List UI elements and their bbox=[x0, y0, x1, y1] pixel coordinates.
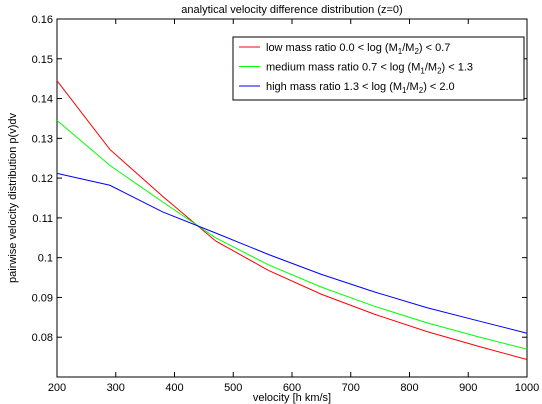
y-tick-label: 0.15 bbox=[32, 54, 53, 66]
legend-text-part: low mass ratio 0.0 < log (M bbox=[266, 42, 398, 54]
x-tick-label: 800 bbox=[400, 382, 418, 394]
x-tick-label: 900 bbox=[459, 382, 477, 394]
legend-text-part: /M bbox=[402, 42, 414, 54]
axis-ticks: 200 300 400 500 600 700 800 900 1000 0.08 0.09 0.1 0… bbox=[32, 14, 540, 394]
x-tick-label: 1000 bbox=[515, 382, 539, 394]
legend-text-part: high mass ratio 1.3 < log (M bbox=[266, 81, 402, 93]
legend-text-part: 1 bbox=[402, 86, 407, 95]
legend: low mass ratio 0.0 < log (M1/M2) < 0.7me… bbox=[232, 36, 525, 101]
series-line-2 bbox=[56, 172, 528, 334]
legend-text-part: medium mass ratio 0.7 < log (M bbox=[266, 62, 420, 74]
y-tick-label: 0.11 bbox=[32, 213, 53, 225]
legend-text-part: ) < 0.7 bbox=[419, 42, 451, 54]
legend-text-part: 2 bbox=[414, 47, 419, 56]
legend-entry-0: low mass ratio 0.0 < log (M1/M2) < 0.7 bbox=[266, 42, 450, 56]
y-tick-label: 0.13 bbox=[32, 133, 53, 145]
series-line-1 bbox=[56, 120, 528, 350]
x-tick-label: 500 bbox=[224, 382, 242, 394]
y-tick-label: 0.08 bbox=[32, 332, 53, 344]
legend-text-part: 1 bbox=[398, 47, 403, 56]
y-tick-label: 0.14 bbox=[32, 94, 53, 106]
x-tick-label: 400 bbox=[165, 382, 183, 394]
y-tick-label: 0.12 bbox=[32, 173, 53, 185]
legend-entry-2: high mass ratio 1.3 < log (M1/M2) < 2.0 bbox=[266, 81, 455, 95]
x-tick-label: 600 bbox=[283, 382, 301, 394]
legend-text-part: 2 bbox=[437, 67, 442, 76]
legend-text-part: ) < 1.3 bbox=[442, 62, 474, 74]
y-tick-label: 0.16 bbox=[32, 14, 53, 26]
legend-text-part: ) < 2.0 bbox=[423, 81, 455, 93]
legend-text-part: 2 bbox=[419, 86, 424, 95]
x-tick-label: 700 bbox=[342, 382, 360, 394]
y-tick-label: 0.1 bbox=[38, 253, 53, 265]
chart-title: analytical velocity difference distribut… bbox=[181, 4, 402, 16]
series-line-0 bbox=[56, 80, 528, 360]
legend-entry-1: medium mass ratio 0.7 < log (M1/M2) < 1.… bbox=[266, 62, 473, 76]
y-tick-label: 0.09 bbox=[32, 292, 53, 304]
x-axis-label: velocity [h km/s] bbox=[253, 392, 331, 404]
legend-text-part: /M bbox=[425, 62, 437, 74]
legend-text-part: 1 bbox=[420, 67, 425, 76]
series-layer bbox=[56, 80, 528, 360]
x-tick-label: 200 bbox=[48, 382, 66, 394]
x-tick-label: 300 bbox=[107, 382, 125, 394]
legend-box bbox=[232, 36, 525, 101]
y-axis-label: pairwise velocity distribution p(v)dv bbox=[7, 113, 19, 283]
legend-text-part: /M bbox=[407, 81, 419, 93]
